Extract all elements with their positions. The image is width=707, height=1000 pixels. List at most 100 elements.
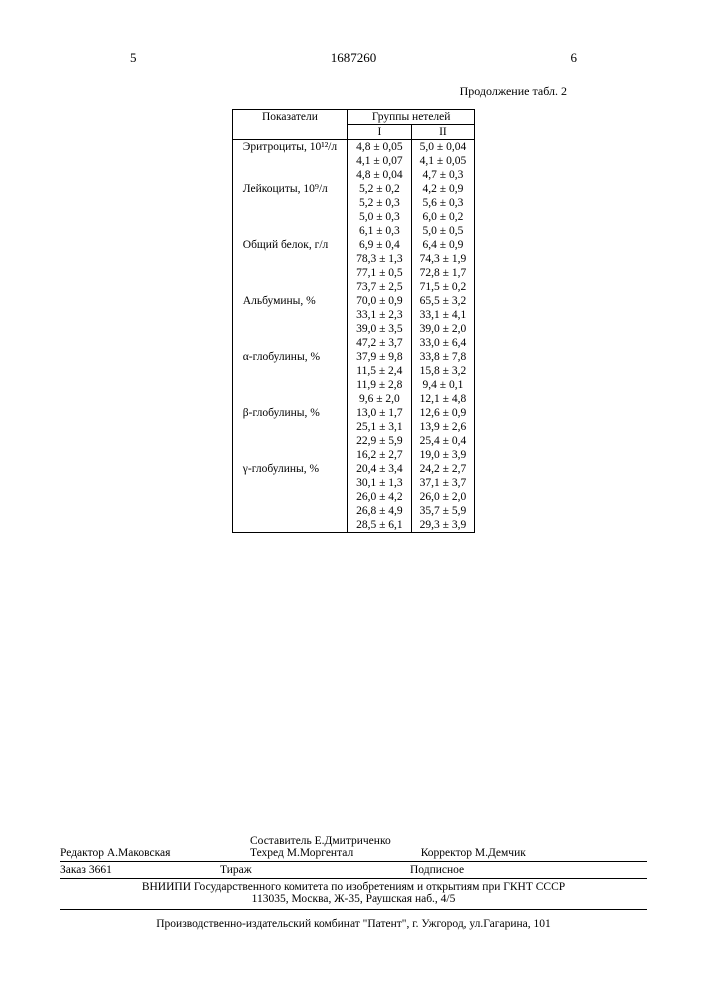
row-label xyxy=(232,252,347,266)
row-label xyxy=(232,224,347,238)
cell-group-2: 5,0 ± 0,04 xyxy=(411,140,475,155)
row-label: α-глобулины, % xyxy=(232,350,347,364)
col-header-indicator: Показатели xyxy=(232,110,347,140)
cell-group-2: 26,0 ± 2,0 xyxy=(411,490,475,504)
cell-group-1: 4,8 ± 0,04 xyxy=(348,168,412,182)
cell-group-2: 13,9 ± 2,6 xyxy=(411,420,475,434)
cell-group-1: 47,2 ± 3,7 xyxy=(348,336,412,350)
cell-group-1: 77,1 ± 0,5 xyxy=(348,266,412,280)
cell-group-2: 9,4 ± 0,1 xyxy=(411,378,475,392)
cell-group-1: 16,2 ± 2,7 xyxy=(348,448,412,462)
cell-group-1: 33,1 ± 2,3 xyxy=(348,308,412,322)
cell-group-1: 73,7 ± 2,5 xyxy=(348,280,412,294)
cell-group-1: 20,4 ± 3,4 xyxy=(348,462,412,476)
cell-group-2: 5,0 ± 0,5 xyxy=(411,224,475,238)
row-label xyxy=(232,476,347,490)
subscribe: Подписное xyxy=(410,864,464,876)
cell-group-2: 4,1 ± 0,05 xyxy=(411,154,475,168)
tirage: Тираж xyxy=(220,864,410,876)
row-label xyxy=(232,154,347,168)
row-label: Альбумины, % xyxy=(232,294,347,308)
cell-group-2: 71,5 ± 0,2 xyxy=(411,280,475,294)
document-number: 1687260 xyxy=(331,50,377,66)
table-caption: Продолжение табл. 2 xyxy=(0,84,707,99)
row-label: Общий белок, г/л xyxy=(232,238,347,252)
cell-group-2: 12,6 ± 0,9 xyxy=(411,406,475,420)
row-label xyxy=(232,420,347,434)
imprint: Редактор А.Маковская Составитель Е.Дмитр… xyxy=(60,835,647,930)
cell-group-1: 39,0 ± 3,5 xyxy=(348,322,412,336)
row-label xyxy=(232,322,347,336)
cell-group-1: 78,3 ± 1,3 xyxy=(348,252,412,266)
cell-group-2: 25,4 ± 0,4 xyxy=(411,434,475,448)
row-label xyxy=(232,378,347,392)
row-label xyxy=(232,266,347,280)
cell-group-2: 33,8 ± 7,8 xyxy=(411,350,475,364)
page-number-left: 5 xyxy=(130,50,137,66)
cell-group-1: 5,0 ± 0,3 xyxy=(348,210,412,224)
col-header-groups: Группы нетелей xyxy=(348,110,475,125)
row-label xyxy=(232,434,347,448)
cell-group-1: 70,0 ± 0,9 xyxy=(348,294,412,308)
corrector-line: Корректор М.Демчик xyxy=(421,835,526,859)
row-label: Эритроциты, 10¹²/л xyxy=(232,140,347,155)
row-label: Лейкоциты, 10⁹/л xyxy=(232,182,347,196)
data-table: Показатели Группы нетелей I II Эритроцит… xyxy=(232,109,475,533)
cell-group-1: 11,5 ± 2,4 xyxy=(348,364,412,378)
cell-group-1: 9,6 ± 2,0 xyxy=(348,392,412,406)
cell-group-1: 30,1 ± 1,3 xyxy=(348,476,412,490)
cell-group-2: 6,4 ± 0,9 xyxy=(411,238,475,252)
row-label xyxy=(232,448,347,462)
cell-group-2: 19,0 ± 3,9 xyxy=(411,448,475,462)
col-header-group-1: I xyxy=(348,125,412,140)
cell-group-1: 28,5 ± 6,1 xyxy=(348,518,412,533)
cell-group-1: 37,9 ± 9,8 xyxy=(348,350,412,364)
row-label xyxy=(232,504,347,518)
row-label xyxy=(232,518,347,533)
cell-group-2: 74,3 ± 1,9 xyxy=(411,252,475,266)
row-label xyxy=(232,392,347,406)
cell-group-2: 35,7 ± 5,9 xyxy=(411,504,475,518)
cell-group-2: 4,2 ± 0,9 xyxy=(411,182,475,196)
row-label xyxy=(232,336,347,350)
cell-group-1: 6,1 ± 0,3 xyxy=(348,224,412,238)
row-label xyxy=(232,210,347,224)
row-label xyxy=(232,364,347,378)
row-label xyxy=(232,308,347,322)
cell-group-1: 5,2 ± 0,3 xyxy=(348,196,412,210)
cell-group-2: 39,0 ± 2,0 xyxy=(411,322,475,336)
cell-group-1: 22,9 ± 5,9 xyxy=(348,434,412,448)
cell-group-1: 4,8 ± 0,05 xyxy=(348,140,412,155)
cell-group-2: 33,1 ± 4,1 xyxy=(411,308,475,322)
cell-group-2: 5,6 ± 0,3 xyxy=(411,196,475,210)
editor-line: Редактор А.Маковская xyxy=(60,835,220,859)
institute-address: 113035, Москва, Ж-35, Раушская наб., 4/5 xyxy=(60,893,647,905)
cell-group-1: 26,0 ± 4,2 xyxy=(348,490,412,504)
cell-group-2: 33,0 ± 6,4 xyxy=(411,336,475,350)
cell-group-1: 5,2 ± 0,2 xyxy=(348,182,412,196)
cell-group-1: 4,1 ± 0,07 xyxy=(348,154,412,168)
cell-group-1: 25,1 ± 3,1 xyxy=(348,420,412,434)
compiler-tech-line: Составитель Е.Дмитриченко Техред М.Морге… xyxy=(250,835,391,859)
col-header-group-2: II xyxy=(411,125,475,140)
cell-group-2: 24,2 ± 2,7 xyxy=(411,462,475,476)
cell-group-1: 6,9 ± 0,4 xyxy=(348,238,412,252)
row-label: γ-глобулины, % xyxy=(232,462,347,476)
cell-group-2: 12,1 ± 4,8 xyxy=(411,392,475,406)
institute-line: ВНИИПИ Государственного комитета по изоб… xyxy=(60,881,647,893)
order-number: Заказ 3661 xyxy=(60,864,220,876)
cell-group-2: 37,1 ± 3,7 xyxy=(411,476,475,490)
cell-group-2: 65,5 ± 3,2 xyxy=(411,294,475,308)
cell-group-2: 15,8 ± 3,2 xyxy=(411,364,475,378)
printer-line: Производственно-издательский комбинат "П… xyxy=(60,918,647,930)
cell-group-1: 26,8 ± 4,9 xyxy=(348,504,412,518)
row-label xyxy=(232,490,347,504)
cell-group-2: 4,7 ± 0,3 xyxy=(411,168,475,182)
cell-group-2: 72,8 ± 1,7 xyxy=(411,266,475,280)
cell-group-1: 11,9 ± 2,8 xyxy=(348,378,412,392)
cell-group-2: 29,3 ± 3,9 xyxy=(411,518,475,533)
cell-group-2: 6,0 ± 0,2 xyxy=(411,210,475,224)
row-label xyxy=(232,168,347,182)
page-number-right: 6 xyxy=(571,50,578,66)
row-label xyxy=(232,196,347,210)
